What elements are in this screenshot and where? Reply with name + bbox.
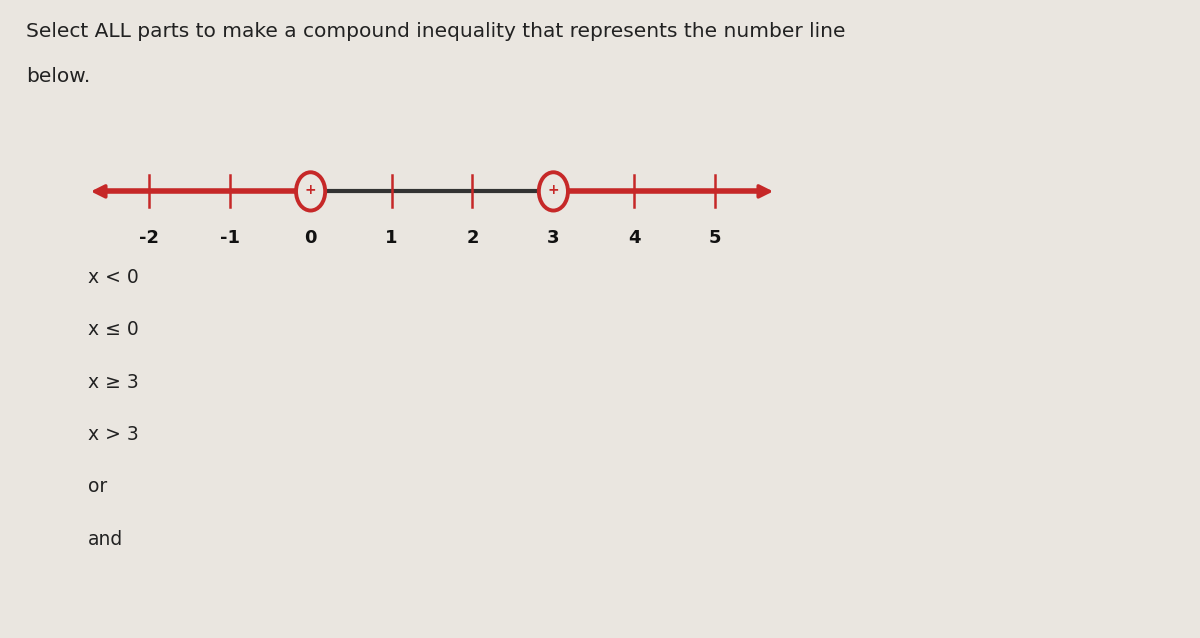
Text: below.: below. bbox=[26, 67, 91, 86]
Text: x ≤ 0: x ≤ 0 bbox=[88, 320, 138, 339]
FancyBboxPatch shape bbox=[31, 255, 86, 300]
Text: 0: 0 bbox=[305, 228, 317, 247]
Text: x ≥ 3: x ≥ 3 bbox=[88, 373, 138, 392]
FancyBboxPatch shape bbox=[31, 517, 86, 561]
FancyBboxPatch shape bbox=[31, 412, 86, 457]
Text: +: + bbox=[547, 183, 559, 197]
Text: -1: -1 bbox=[220, 228, 240, 247]
Text: 1: 1 bbox=[385, 228, 397, 247]
Text: x > 3: x > 3 bbox=[88, 425, 138, 444]
Circle shape bbox=[539, 172, 568, 211]
Text: x < 0: x < 0 bbox=[88, 268, 138, 287]
Text: +: + bbox=[305, 183, 317, 197]
Text: 5: 5 bbox=[709, 228, 721, 247]
Text: or: or bbox=[88, 477, 107, 496]
Text: 2: 2 bbox=[467, 228, 479, 247]
FancyBboxPatch shape bbox=[31, 308, 86, 352]
Circle shape bbox=[296, 172, 325, 211]
FancyBboxPatch shape bbox=[31, 360, 86, 404]
Text: and: and bbox=[88, 530, 122, 549]
Text: 3: 3 bbox=[547, 228, 559, 247]
FancyBboxPatch shape bbox=[31, 464, 86, 509]
Text: -2: -2 bbox=[139, 228, 158, 247]
Text: 4: 4 bbox=[628, 228, 641, 247]
Text: Select ALL parts to make a compound inequality that represents the number line: Select ALL parts to make a compound ineq… bbox=[26, 22, 846, 41]
